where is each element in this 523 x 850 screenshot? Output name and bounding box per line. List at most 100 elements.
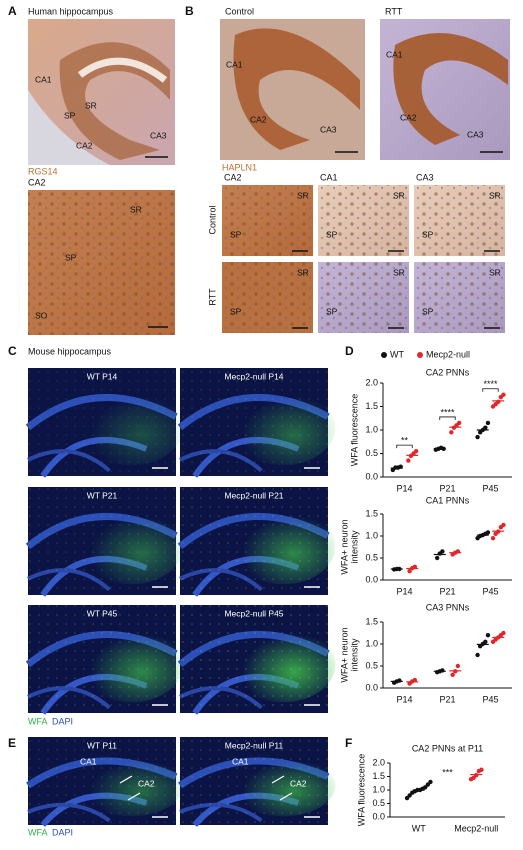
- panel-letter: E: [8, 736, 16, 750]
- y-tick-label: 0.0: [365, 574, 378, 584]
- y-tick-label: 1.5: [365, 616, 378, 626]
- y-tick-label: 0.5: [365, 552, 378, 562]
- boundary: [279, 792, 293, 801]
- chart-title: CA3 PNNs: [426, 602, 470, 612]
- data-point: [406, 458, 411, 463]
- data-point: [428, 779, 433, 785]
- layer-label: SR: [297, 190, 309, 200]
- image-title: RTT: [385, 6, 403, 16]
- data-point: [485, 530, 491, 535]
- chart-title: CA1 PNNs: [426, 495, 470, 505]
- y-tick-label: 1.0: [365, 424, 378, 434]
- legend-swatch: [417, 352, 423, 358]
- layer-label: SR: [489, 190, 501, 200]
- cells: [318, 262, 409, 333]
- cells: [414, 185, 505, 256]
- data-point: [475, 434, 480, 440]
- legend-label: WT: [390, 349, 404, 359]
- x-tick-label: P21: [439, 586, 455, 596]
- region-label: CA2: [290, 778, 307, 788]
- image-grid: WT P14 Mecp2-null P14 WT P21 Mecp2-null P21…: [25, 368, 336, 715]
- panel-f: F: [345, 736, 352, 750]
- wfa-cells: [180, 737, 328, 825]
- tissue-edge: [28, 90, 110, 165]
- data-point: [440, 668, 445, 673]
- region-title: CA2: [28, 177, 46, 187]
- cell-layer: [233, 28, 360, 151]
- charts: CA2 PNNs WFA fluorescence 0.0 0.5 1.0 1.5 2.0 P…: [339, 367, 512, 833]
- sig-bracket: [482, 388, 499, 392]
- wfa-cells: [28, 737, 176, 825]
- image-title: WT P45: [87, 608, 118, 618]
- region-label: CA2: [138, 778, 155, 788]
- region-label: CA2: [76, 140, 93, 150]
- layer-label: SR: [393, 190, 405, 200]
- boundary: [119, 775, 133, 784]
- sig-label: ***: [442, 767, 453, 777]
- y-tick-label: 1.0: [372, 784, 385, 794]
- data-point: [412, 564, 418, 569]
- image-title: WT P11: [87, 740, 117, 750]
- data-point: [475, 652, 480, 658]
- data-point: [485, 420, 491, 426]
- legend-label: Mecp2-null: [426, 349, 470, 359]
- data-point: [501, 630, 506, 636]
- cells: [28, 190, 175, 335]
- y-tick-label: 2.0: [372, 757, 385, 767]
- image-title: Mecp2-null P14: [224, 371, 283, 381]
- region-label: CA3: [320, 124, 337, 134]
- y-axis-label: WFA fluorescence: [356, 754, 366, 827]
- sig-label: ****: [483, 379, 498, 389]
- panel-b: B Control RTT CA1 CA2 CA3 CA1 CA2 CA3 HA…: [185, 4, 510, 333]
- y-tick-label: 0.0: [365, 682, 378, 692]
- layer-label: SP: [422, 229, 434, 239]
- panel-letter: D: [345, 344, 354, 358]
- region-label: CA1: [35, 74, 52, 84]
- data-point: [501, 522, 506, 528]
- chart-title: CA2 PNNs at P11: [412, 743, 483, 753]
- y-tick-label: 1.0: [365, 530, 378, 540]
- layer-label: SP: [65, 252, 77, 262]
- region-label: CA1: [232, 756, 249, 766]
- panel-e: E WT P11 CA1 CA2 Mecp2-null P11 CA1 CA2 WFA D…: [8, 736, 336, 837]
- region-label: CA1: [80, 756, 97, 766]
- wfa-cells: [28, 605, 176, 713]
- wfa-cells: [180, 487, 328, 595]
- fissure: [77, 57, 168, 83]
- wfa-cells: [180, 605, 328, 713]
- x-tick-label: P14: [396, 483, 412, 493]
- stain-label: WFA: [28, 716, 48, 726]
- column-label: CA3: [416, 172, 434, 182]
- layer-label: SP: [326, 306, 338, 316]
- x-tick-label: P45: [482, 586, 498, 596]
- cells: [222, 185, 313, 256]
- layer-label: SP: [326, 229, 338, 239]
- cells: [318, 185, 409, 256]
- layer-label: SO: [35, 310, 48, 320]
- panel-title: Mouse hippocampus: [28, 346, 112, 356]
- panel-a: A Human hippocampus CA1 SP SR CA2 CA3 RG…: [8, 4, 175, 335]
- y-tick-label: 1.5: [365, 508, 378, 518]
- cell-layer: [393, 33, 508, 145]
- image-grid: WT P11 CA1 CA2 Mecp2-null P11 CA1 CA2: [26, 737, 336, 827]
- layer-label: SR: [393, 267, 405, 277]
- stain-label: DAPI: [52, 827, 73, 837]
- y-tick-label: 0.5: [365, 660, 378, 670]
- wfa-cells: [180, 368, 328, 476]
- image-title: WT P21: [87, 490, 118, 500]
- panel-letter: A: [8, 4, 17, 18]
- y-axis-label: WFA+ neuron: [339, 519, 349, 574]
- chart-title: CA2 PNNs: [426, 367, 470, 377]
- image-title: Mecp2-null P11: [225, 740, 284, 750]
- image-title: WT P14: [87, 371, 118, 381]
- row-label: Control: [207, 205, 217, 234]
- y-tick-label: 2.0: [365, 377, 378, 387]
- data-point: [407, 569, 412, 574]
- data-point: [449, 430, 454, 435]
- column-label: CA1: [320, 172, 338, 182]
- y-tick-label: 0.0: [365, 471, 378, 481]
- data-point: [450, 672, 455, 677]
- x-tick-label: P21: [439, 483, 455, 493]
- panel-letter: C: [8, 344, 17, 358]
